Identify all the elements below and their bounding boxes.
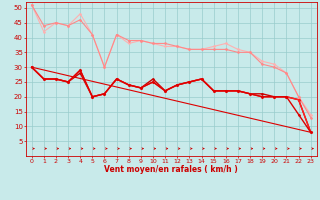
- X-axis label: Vent moyen/en rafales ( km/h ): Vent moyen/en rafales ( km/h ): [104, 165, 238, 174]
